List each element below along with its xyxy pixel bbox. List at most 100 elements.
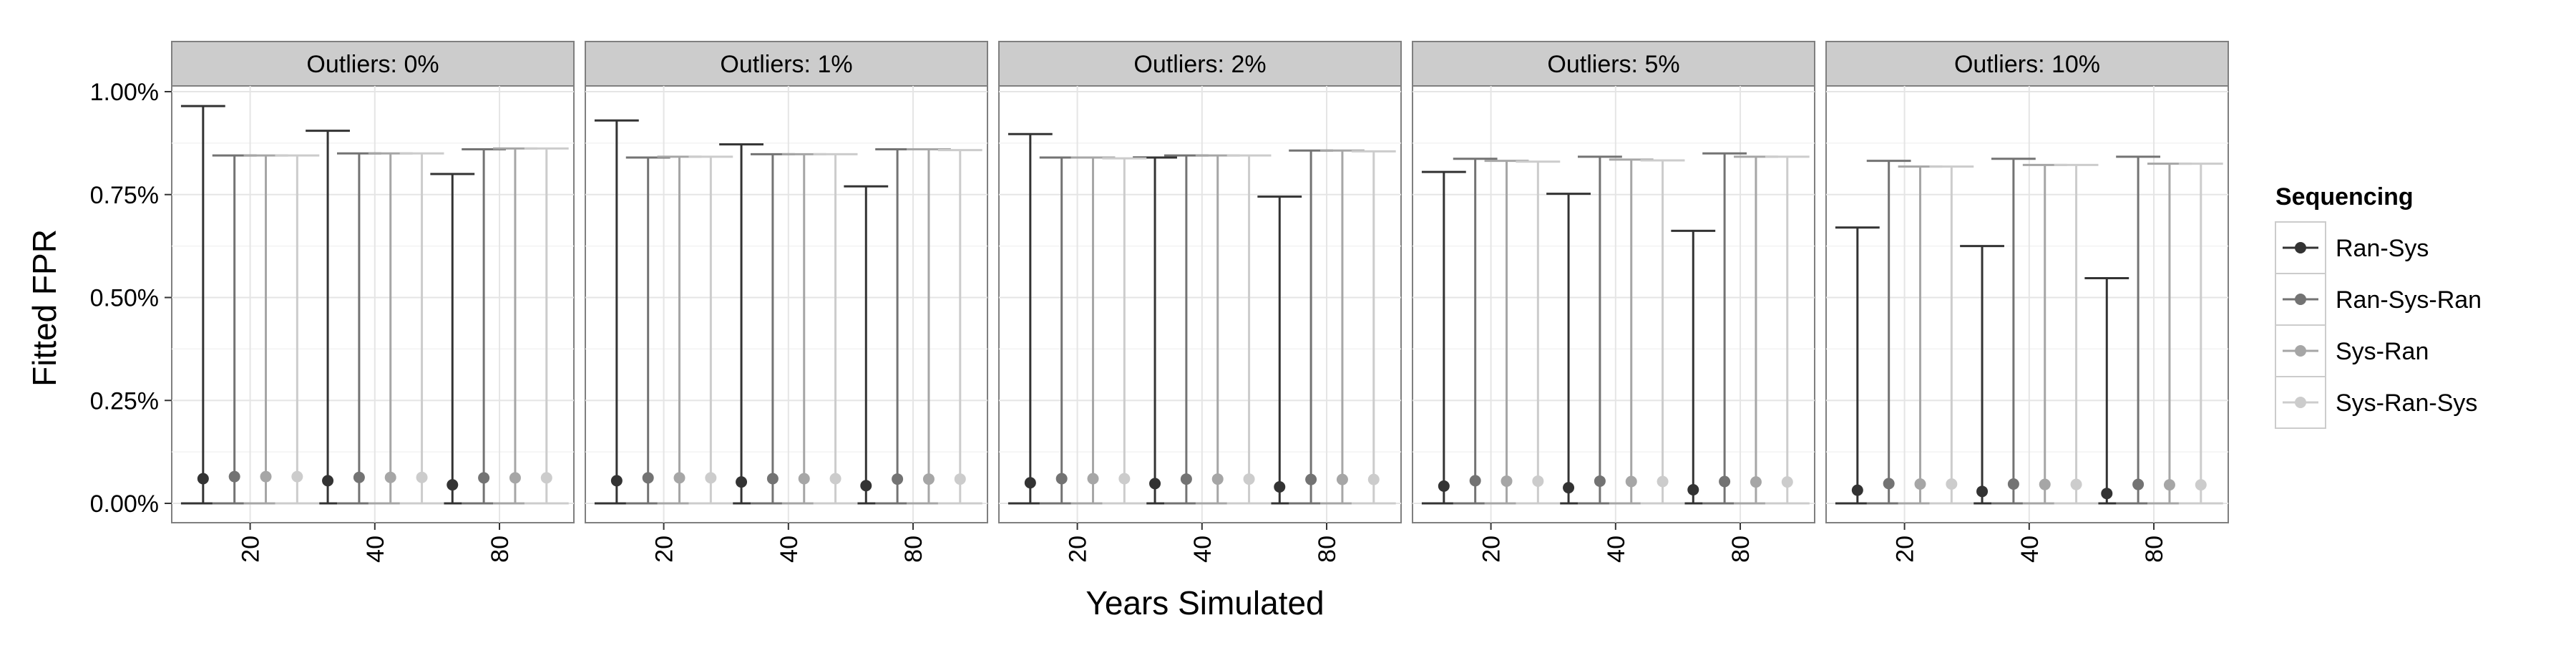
errorbar-sys-ran-sys <box>1226 154 1272 505</box>
data-point <box>2132 478 2145 490</box>
data-point <box>447 479 459 491</box>
errorbar-sys-ran-sys <box>1765 155 1810 505</box>
x-tick-label: 40 <box>1603 536 1630 563</box>
data-point <box>1501 475 1513 487</box>
x-axis-title: Years Simulated <box>1085 584 1324 622</box>
facet-panel-10pct: Outliers: 10% 20 40 80 <box>1825 41 2229 563</box>
data-point <box>1087 473 1099 485</box>
data-point <box>1883 478 1895 490</box>
x-tick-label: 20 <box>651 536 678 563</box>
x-tick-label: 80 <box>900 536 927 563</box>
data-point <box>1976 485 1989 498</box>
legend-item-ran-sys: Ran-Sys <box>2275 221 2429 274</box>
panel-background <box>998 85 1402 523</box>
data-point <box>322 475 334 487</box>
data-point <box>673 472 686 484</box>
data-point <box>954 473 966 485</box>
data-point <box>540 472 552 484</box>
data-point <box>2039 478 2051 490</box>
data-point <box>1305 473 1317 485</box>
data-point <box>798 473 810 485</box>
x-tick-label: 80 <box>487 536 514 563</box>
x-tick-label: 20 <box>1478 536 1506 563</box>
errorbar-sys-ran-sys <box>688 155 733 505</box>
panel-background <box>585 85 988 523</box>
data-point <box>2070 478 2082 490</box>
facet-strip <box>1825 41 2229 87</box>
errorbar-sys-ran-sys <box>1640 159 1685 505</box>
data-point <box>1532 475 1544 487</box>
legend-label: Sys-Ran-Sys <box>2336 390 2477 417</box>
facet-strip <box>998 41 1402 87</box>
legend-label: Ran-Sys <box>2336 235 2429 262</box>
errorbar-ran-sys <box>180 105 225 505</box>
data-point <box>1243 473 1255 485</box>
data-point <box>1211 473 1224 485</box>
data-point <box>197 473 209 485</box>
panel-background <box>171 85 575 523</box>
x-tick-label: 20 <box>1065 536 1092 563</box>
data-point <box>610 475 623 487</box>
facet-panel-1pct: Outliers: 1% 20 40 80 <box>585 41 988 563</box>
y-tick-label: 0.75% <box>90 182 159 209</box>
errorbar-ran-sys-ran <box>462 148 507 505</box>
facet-panel-5pct: Outliers: 5% 20 40 80 <box>1412 41 1815 563</box>
y-axis-title: Fitted FPR <box>26 229 63 387</box>
data-point <box>1180 473 1192 485</box>
x-tick-label: 80 <box>1727 536 1755 563</box>
x-tick-label: 80 <box>1314 536 1341 563</box>
facet-strip <box>1412 41 1815 87</box>
errorbar-sys-ran <box>1734 155 1778 505</box>
data-point <box>478 472 490 484</box>
data-point <box>353 471 365 483</box>
errorbar-ran-sys-ran <box>2116 155 2161 505</box>
errorbar-sys-ran-sys <box>1516 160 1561 505</box>
errorbar-ran-sys-ran <box>875 148 920 505</box>
data-point <box>736 476 748 488</box>
errorbar-sys-ran-sys <box>275 154 320 505</box>
errorbar-sys-ran-sys <box>1102 157 1147 505</box>
data-point <box>1055 473 1068 485</box>
legend-item-sys-ran: Sys-Ran <box>2275 324 2429 377</box>
x-tick-label: 20 <box>238 536 265 563</box>
errorbar-sys-ran-sys <box>524 147 569 505</box>
errorbar-sys-ran-sys <box>2054 163 2099 505</box>
panel-background <box>1412 85 1815 523</box>
x-tick-label: 40 <box>2016 536 2044 563</box>
data-point <box>642 472 654 484</box>
legend-item-ran-sys-ran: Ran-Sys-Ran <box>2275 273 2482 326</box>
data-point <box>228 470 240 483</box>
errorbar-sys-ran-sys <box>813 153 858 505</box>
legend-key-point <box>2295 397 2306 408</box>
errorbar-sys-ran <box>1609 158 1654 505</box>
legend-key-point <box>2295 242 2306 253</box>
errorbar-ran-sys-ran <box>1453 158 1498 505</box>
facet-strip-label: Outliers: 5% <box>1547 51 1679 78</box>
facet-strip-label: Outliers: 10% <box>1954 51 2100 78</box>
facet-panel-0pct: Outliers: 0% 20 40 80 <box>171 41 575 563</box>
data-point <box>384 471 396 483</box>
data-point <box>416 471 428 483</box>
data-point <box>1625 475 1637 488</box>
y-tick-label: 0.25% <box>90 387 159 415</box>
axes-layer: Fitted FPR Years Simulated 0.00% 0.25% 0.5… <box>26 79 1324 622</box>
data-point <box>509 472 521 484</box>
data-point <box>1946 478 1958 490</box>
facet-strip-label: Outliers: 2% <box>1133 51 1266 78</box>
y-tick-label: 1.00% <box>90 79 159 106</box>
legend-key-point <box>2295 345 2306 357</box>
data-point <box>2007 478 2019 490</box>
data-point <box>1851 484 1863 496</box>
errorbar-sys-ran-sys <box>2178 163 2223 505</box>
errorbar-sys-ran-sys <box>1929 165 1974 505</box>
x-tick-label: 40 <box>1189 536 1216 563</box>
data-point <box>705 472 717 484</box>
data-point <box>2163 479 2175 491</box>
facet-strip-label: Outliers: 1% <box>720 51 852 78</box>
legend-key-point <box>2295 294 2306 305</box>
data-point <box>1438 480 1450 492</box>
data-point <box>1657 475 1669 488</box>
